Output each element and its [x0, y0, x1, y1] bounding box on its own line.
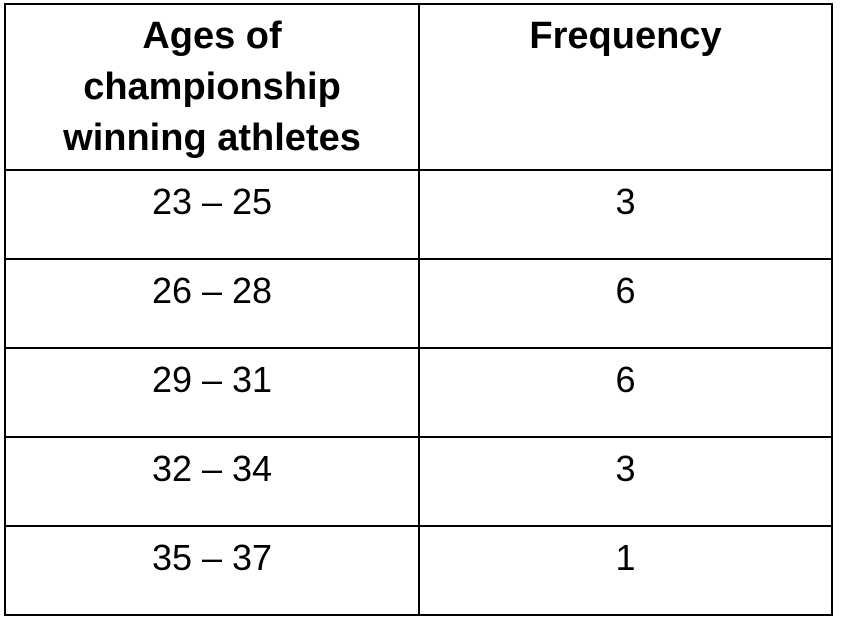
frequency-table: Ages of championship winning athletes Fr…	[4, 3, 833, 616]
age-cell: 35 – 37	[4, 525, 420, 616]
frequency-cell: 3	[418, 169, 833, 260]
table-row: 23 – 25 3	[4, 169, 833, 260]
table-row: 29 – 31 6	[4, 347, 833, 438]
age-cell: 32 – 34	[4, 436, 420, 527]
age-column-header: Ages of championship winning athletes	[4, 3, 420, 171]
frequency-header-label: Frequency	[529, 15, 722, 57]
age-cell: 26 – 28	[4, 258, 420, 349]
frequency-cell: 6	[418, 347, 833, 438]
table-row: 26 – 28 6	[4, 258, 833, 349]
age-cell: 29 – 31	[4, 347, 420, 438]
frequency-cell: 1	[418, 525, 833, 616]
age-header-label: Ages of championship winning athletes	[63, 15, 361, 159]
frequency-column-header: Frequency	[418, 3, 833, 171]
header-row: Ages of championship winning athletes Fr…	[4, 3, 833, 171]
age-cell: 23 – 25	[4, 169, 420, 260]
table-row: 32 – 34 3	[4, 436, 833, 527]
frequency-cell: 3	[418, 436, 833, 527]
frequency-cell: 6	[418, 258, 833, 349]
table-row: 35 – 37 1	[4, 525, 833, 616]
